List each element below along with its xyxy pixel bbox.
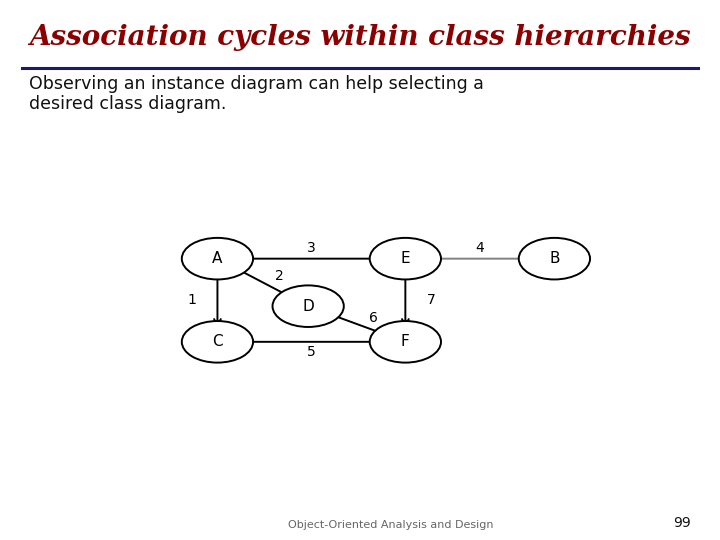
Text: A: A: [212, 251, 222, 266]
Text: E: E: [400, 251, 410, 266]
Text: C: C: [212, 334, 222, 349]
Text: 1: 1: [187, 293, 196, 307]
Text: 99: 99: [673, 516, 691, 530]
Text: 6: 6: [369, 311, 377, 325]
Text: 4: 4: [475, 241, 485, 255]
Text: 7: 7: [427, 293, 436, 307]
Text: 5: 5: [307, 345, 316, 359]
Text: F: F: [401, 334, 410, 349]
Ellipse shape: [181, 321, 253, 363]
Ellipse shape: [181, 238, 253, 280]
Text: Object-Oriented Analysis and Design: Object-Oriented Analysis and Design: [288, 520, 493, 530]
Text: 3: 3: [307, 241, 316, 255]
Text: D: D: [302, 299, 314, 314]
Text: B: B: [549, 251, 559, 266]
Text: 2: 2: [274, 269, 284, 284]
Ellipse shape: [272, 285, 344, 327]
Text: Observing an instance diagram can help selecting a
desired class diagram.: Observing an instance diagram can help s…: [29, 75, 484, 113]
Ellipse shape: [370, 238, 441, 280]
Text: Association cycles within class hierarchies: Association cycles within class hierarch…: [30, 24, 690, 51]
Ellipse shape: [518, 238, 590, 280]
Ellipse shape: [370, 321, 441, 363]
